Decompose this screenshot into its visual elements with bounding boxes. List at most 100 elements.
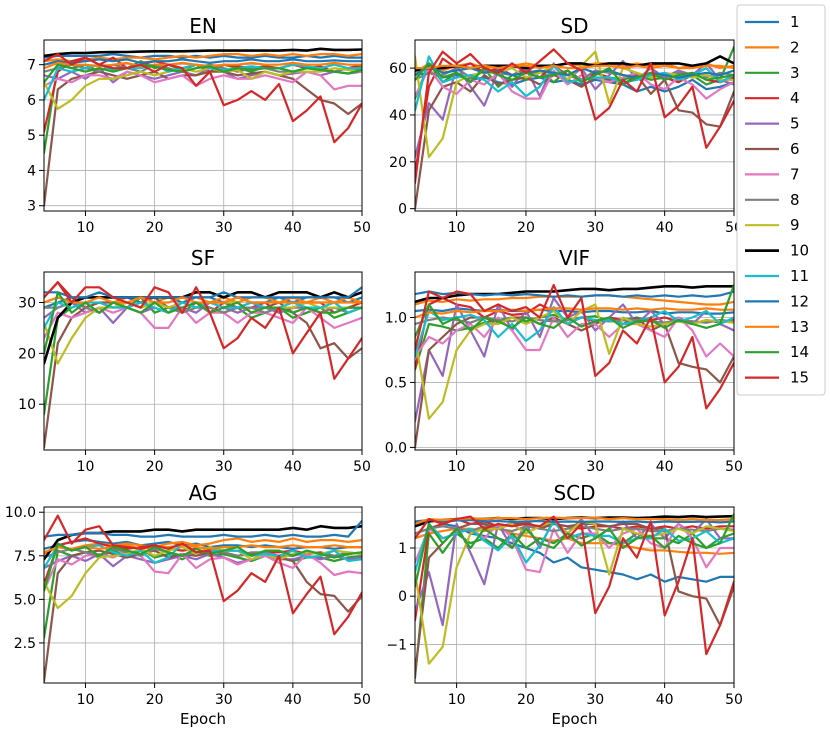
series-line-15 — [415, 48, 734, 184]
series-group — [415, 45, 734, 210]
x-tick-label: 20 — [146, 692, 164, 708]
legend-label: 8 — [790, 191, 800, 209]
axes-frame — [43, 271, 363, 451]
series-line-15 — [44, 514, 362, 636]
x-tick-label: 10 — [77, 692, 95, 708]
series-line-10 — [44, 47, 362, 58]
panel-scd: 10 20 30 40 50 −1 0 1 SCD Epoch — [386, 481, 743, 728]
x-tick-label: 50 — [725, 459, 743, 475]
legend-label: 10 — [790, 242, 809, 260]
series-line-14 — [44, 63, 362, 84]
y-tick-label: 5.0 — [14, 592, 36, 608]
axes-frame — [414, 506, 735, 684]
y-tick-label: 0.5 — [385, 375, 407, 391]
legend-entry-4: 4 — [745, 89, 800, 107]
x-tick-label: 10 — [77, 220, 95, 236]
series-line-14 — [44, 291, 362, 355]
series-line-14 — [415, 283, 734, 339]
series-line-9 — [44, 67, 362, 110]
series-line-15 — [415, 515, 734, 656]
y-tick-label: 10.0 — [5, 505, 36, 521]
series-line-13 — [44, 61, 362, 70]
legend-label: 2 — [790, 38, 800, 56]
legend-label: 15 — [790, 369, 809, 387]
x-tick-label: 30 — [215, 692, 233, 708]
legend-label: 7 — [790, 165, 800, 183]
series-line-15 — [44, 52, 362, 144]
legend-label: 9 — [790, 216, 800, 234]
series-line-9 — [44, 301, 362, 365]
legend-label: 11 — [790, 267, 809, 285]
series-group — [415, 283, 734, 449]
legend-entry-14: 14 — [745, 343, 809, 361]
legend-entry-10: 10 — [745, 242, 809, 260]
panel-title: SCD — [553, 481, 595, 505]
x-tick-label: 20 — [146, 459, 164, 475]
series-group — [44, 281, 362, 449]
axes-frame — [43, 506, 363, 684]
series-line-15 — [415, 283, 734, 410]
y-tick-label: 1.0 — [385, 310, 407, 326]
series-line-13 — [44, 296, 362, 304]
x-tick-label: 50 — [353, 220, 371, 236]
series-line-15 — [44, 281, 362, 380]
x-tick-label: 40 — [656, 220, 674, 236]
y-tick-label: 1 — [398, 541, 407, 557]
series-line-6 — [44, 549, 362, 683]
panel-sf: 10 20 30 40 50 10 20 30 SF — [18, 246, 371, 475]
x-tick-label: 30 — [586, 459, 604, 475]
series-group — [415, 513, 734, 680]
x-tick-label: 50 — [725, 692, 743, 708]
series-line-14 — [415, 513, 734, 588]
legend-entry-2: 2 — [745, 38, 800, 56]
legend-entry-11: 11 — [745, 267, 809, 285]
panel-title: SD — [560, 14, 588, 38]
x-tick-label: 30 — [215, 220, 233, 236]
series-line-12 — [44, 519, 362, 538]
axes-frame — [414, 271, 735, 451]
series-line-9 — [415, 520, 734, 665]
x-tick-label: 30 — [215, 459, 233, 475]
series-line-11 — [415, 55, 734, 112]
y-tick-label: 6 — [27, 93, 36, 109]
legend-label: 1 — [790, 13, 800, 31]
series-line-13 — [44, 544, 362, 554]
series-line-13 — [415, 516, 734, 526]
x-tick-label: 30 — [586, 220, 604, 236]
panel-title: VIF — [559, 246, 590, 270]
series-line-6 — [415, 73, 734, 210]
x-tick-label: 40 — [284, 220, 302, 236]
series-line-1 — [415, 307, 734, 315]
panel-title: SF — [191, 246, 215, 270]
y-tick-label: 40 — [389, 108, 407, 124]
x-tick-label: 10 — [448, 220, 466, 236]
x-tick-label: 40 — [656, 459, 674, 475]
series-group — [44, 47, 362, 207]
legend-label: 3 — [790, 64, 800, 82]
y-tick-label: 0.0 — [385, 440, 407, 456]
y-tick-label: 10 — [18, 397, 36, 413]
x-tick-label: 50 — [353, 459, 371, 475]
y-tick-label: 60 — [389, 61, 407, 77]
x-axis-label: Epoch — [552, 710, 598, 728]
x-tick-label: 40 — [284, 459, 302, 475]
y-tick-label: 5 — [27, 128, 36, 144]
x-tick-label: 30 — [586, 692, 604, 708]
series-line-12 — [44, 286, 362, 299]
x-tick-label: 10 — [77, 459, 95, 475]
y-tick-label: 20 — [18, 346, 36, 362]
legend-entry-15: 15 — [745, 369, 809, 387]
legend-label: 5 — [790, 115, 800, 133]
series-line-4 — [415, 517, 734, 622]
legend-entry-1: 1 — [745, 13, 800, 31]
axes-frame — [414, 39, 735, 212]
legend-entry-13: 13 — [745, 318, 809, 336]
panel-title: EN — [189, 14, 217, 38]
series-line-11 — [415, 520, 734, 574]
series-line-2 — [44, 52, 362, 63]
legend-entry-9: 9 — [745, 216, 800, 234]
x-tick-label: 20 — [517, 220, 535, 236]
